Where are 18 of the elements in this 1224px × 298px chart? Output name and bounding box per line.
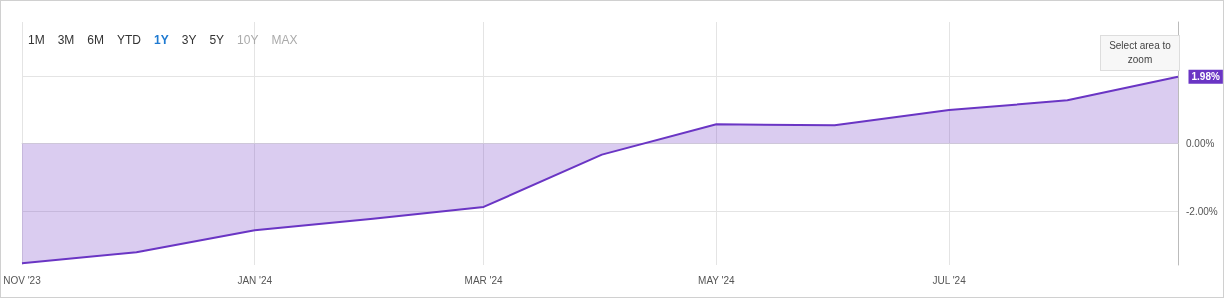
annotation: YTD: [116, 33, 142, 47]
x-tick-label: NOV '23: [3, 274, 42, 286]
annotation: Select area to zoom: [1100, 35, 1180, 71]
annotation: 1Y: [153, 33, 170, 47]
annotation: 3Y: [180, 33, 198, 47]
x-tick-label: JAN '24: [237, 274, 273, 286]
annotation: 6M: [86, 33, 105, 47]
annotation: 5Y: [208, 33, 226, 47]
x-tick-label: MAR '24: [464, 274, 504, 286]
annotation: 10Y: [236, 33, 260, 47]
text: 1.98%: [1191, 71, 1220, 83]
y-tick-label: -2.00%: [1186, 205, 1218, 217]
annotation: 3M: [56, 33, 76, 47]
y-tick-label: 0.00%: [1186, 138, 1215, 149]
x-tick-label: JUL '24: [932, 274, 967, 286]
x-tick-label: MAY '24: [698, 274, 736, 286]
annotation: MAX: [270, 33, 299, 47]
annotation: 1M: [27, 33, 46, 47]
